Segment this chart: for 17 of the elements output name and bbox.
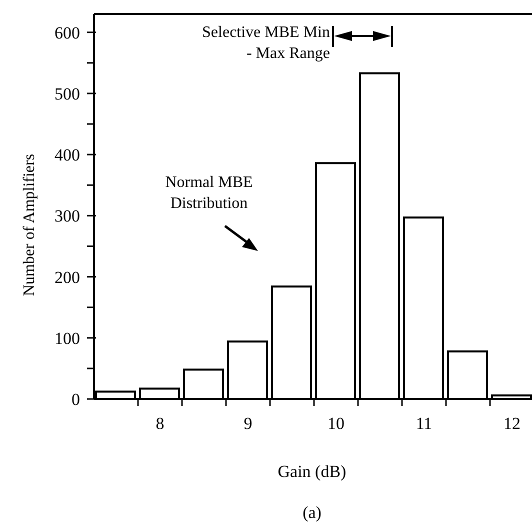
x-axis-title: Gain (dB) (276, 462, 348, 482)
y-tick-label: 600 (54, 23, 80, 42)
y-tick-label: 400 (54, 146, 80, 165)
y-tick-label: 300 (54, 206, 80, 226)
x-tick-label: 9 (244, 414, 252, 433)
text: (a) (302, 503, 322, 523)
y-tick-label: 200 (54, 268, 80, 287)
y-axis-title: Number of Amplifiers (21, 154, 39, 296)
annotation: Selective MBE Min - Max Range (201, 23, 330, 64)
y-tick-label: 100 (54, 328, 80, 348)
y-tick-label: 0 (72, 390, 80, 409)
x-tick-label: 8 (156, 414, 164, 433)
y-tick-label: 500 (54, 84, 80, 104)
x-tick-label: 10 (328, 414, 344, 433)
x-tick-label: 11 (416, 414, 432, 433)
x-tick-label: 12 (504, 414, 520, 433)
annotation: Normal MBE Distribution (164, 173, 254, 214)
